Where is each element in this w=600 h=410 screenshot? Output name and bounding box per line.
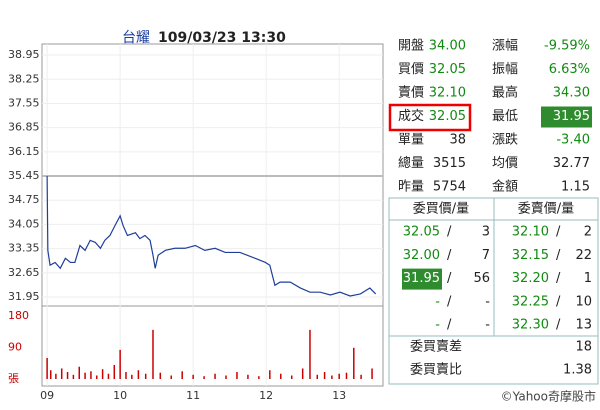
y-tick-label: 35.45: [8, 169, 40, 182]
timestamp: 109/03/23 13:30: [158, 30, 286, 46]
stock-name: 台耀: [122, 30, 150, 46]
slash: /: [447, 271, 452, 286]
x-tick-label: 12: [259, 389, 273, 402]
quote-value: 34.30: [553, 86, 590, 101]
y-tick-label: 張: [8, 372, 19, 385]
quote-value: 34.00: [429, 39, 466, 54]
quote-label: 單量: [398, 133, 424, 148]
quote-label: 總量: [398, 155, 424, 171]
quote-value: 1.15: [561, 180, 590, 195]
bid-price: 32.05: [403, 225, 440, 240]
quote-value: 3515: [433, 156, 466, 171]
footer: ©Yahoo奇摩股市: [501, 389, 596, 404]
quote-value: 31.95: [553, 109, 590, 124]
bid-volume: 56: [473, 271, 490, 286]
x-tick-label: 09: [40, 389, 54, 402]
bid-price: -: [435, 294, 440, 309]
quote-value: -9.59%: [544, 39, 590, 54]
quote-value: 32.10: [429, 86, 466, 101]
y-tick-label: 33.35: [8, 242, 40, 255]
quote-label: 均價: [492, 156, 518, 171]
y-tick-label: 34.05: [8, 217, 40, 230]
quote-value: 6.63%: [549, 62, 590, 77]
y-tick-label: 36.15: [8, 145, 40, 158]
y-tick-label: 36.85: [8, 121, 40, 134]
bid-volume: 3: [482, 225, 490, 240]
ask-price: 32.10: [512, 225, 549, 240]
quote-label: 買價: [398, 62, 424, 77]
slash: /: [447, 318, 452, 333]
quote-label: 賣價: [398, 86, 424, 101]
y-tick-label: 90: [8, 340, 22, 353]
y-tick-label: 37.55: [8, 96, 40, 109]
ask-volume: 22: [575, 248, 592, 263]
bid-highlight: [402, 268, 442, 290]
ask-price: 32.15: [512, 248, 549, 263]
quote-label: 最低: [492, 109, 518, 124]
slash: /: [556, 225, 561, 240]
bid-price: 31.95: [403, 271, 440, 286]
quote-value: 32.77: [553, 156, 590, 171]
ask-price: 32.25: [512, 294, 549, 309]
y-tick-label: 31.95: [8, 290, 40, 303]
chart-frame: [41, 43, 384, 387]
summary-label: 委買賣比: [410, 363, 462, 378]
highlight-box: [388, 103, 472, 132]
slash: /: [447, 248, 452, 263]
quote-value: 32.05: [429, 109, 466, 124]
slash: /: [556, 318, 561, 333]
slash: /: [556, 271, 561, 286]
quote-label: 昨量: [398, 180, 424, 195]
quote-label: 漲幅: [492, 39, 518, 54]
quote-value: -3.40: [556, 133, 590, 148]
summary-value: 1.38: [563, 363, 592, 378]
summary-label: 委買賣差: [410, 340, 462, 355]
ask-volume: 10: [575, 294, 592, 309]
bid-price: 32.00: [403, 248, 440, 263]
quote-label: 開盤: [398, 39, 424, 54]
y-tick-label: 34.75: [8, 193, 40, 206]
bid-volume: -: [485, 294, 490, 309]
ask-volume: 1: [584, 271, 592, 286]
quote-value: 5754: [433, 180, 466, 195]
y-tick-label: 38.95: [8, 48, 40, 61]
bid-volume: -: [485, 318, 490, 333]
quote-label: 最高: [492, 85, 518, 101]
ask-volume: 2: [584, 225, 592, 240]
y-tick-label: 38.25: [8, 72, 40, 85]
slash: /: [556, 294, 561, 309]
ask-price: 32.20: [512, 271, 549, 286]
slash: /: [447, 294, 452, 309]
quote-value: 38: [449, 133, 466, 148]
quote-label: 漲跌: [492, 132, 518, 148]
quote-label: 振幅: [492, 62, 518, 77]
x-tick-label: 13: [332, 389, 346, 402]
bid-volume: 7: [482, 248, 490, 263]
x-tick-label: 10: [113, 389, 127, 402]
quote-value: 32.05: [429, 62, 466, 77]
bid-price: -: [435, 318, 440, 333]
y-tick-label: 32.65: [8, 266, 40, 279]
slash: /: [447, 225, 452, 240]
x-tick-label: 11: [186, 389, 200, 402]
slash: /: [556, 248, 561, 263]
book-header: 委買價/量: [413, 202, 469, 217]
ask-price: 32.30: [512, 318, 549, 333]
price-line: [46, 176, 377, 297]
quote-label: 金額: [492, 179, 518, 195]
summary-value: 18: [575, 340, 592, 355]
low-highlight: [541, 106, 592, 128]
y-tick-label: 180: [8, 309, 29, 322]
ask-volume: 13: [575, 318, 592, 333]
quote-label: 成交: [398, 108, 424, 124]
book-header: 委賣價/量: [518, 202, 574, 217]
